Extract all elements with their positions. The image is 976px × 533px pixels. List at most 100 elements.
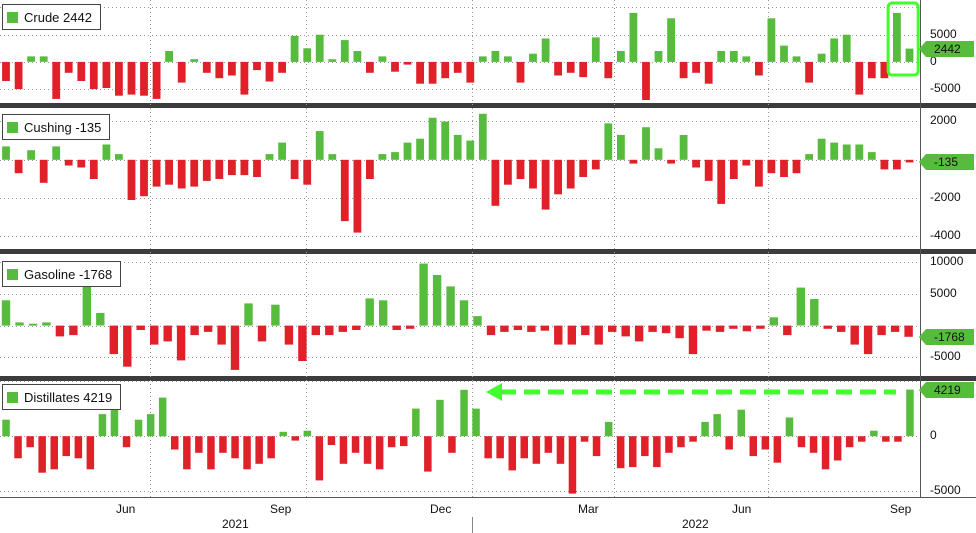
cushing-bar: [667, 159, 675, 164]
panel-cushing-label: Cushing -135: [2, 114, 111, 140]
crude-bar: [516, 61, 525, 83]
gasoline-bar: [55, 325, 65, 337]
cushing-bar: [165, 159, 173, 185]
cushing-bar: [177, 159, 186, 189]
gasoline-bar: [486, 325, 496, 336]
gasoline-bar: [325, 325, 334, 336]
cushing-bar: [315, 131, 324, 160]
cushing-bar: [428, 117, 437, 160]
cushing-bar: [102, 144, 111, 160]
crude-bar: [478, 56, 487, 62]
crude-bar: [303, 48, 312, 62]
crude-bar: [466, 61, 475, 83]
crude-bar: [604, 61, 613, 79]
cushing-bar: [566, 159, 575, 189]
gasoline-bar: [540, 325, 549, 331]
crude-bar: [842, 34, 851, 62]
distillates-bar: [592, 436, 601, 457]
cushing-bar: [391, 152, 399, 160]
cushing-bar: [441, 121, 450, 160]
gasoline-bar: [904, 325, 913, 337]
distillates-bar: [74, 436, 83, 459]
gasoline-bar: [621, 325, 630, 337]
ytick-label: 0: [930, 428, 937, 443]
x-year-label: 2022: [682, 517, 709, 531]
cushing-bar: [303, 159, 312, 185]
crude-bar: [52, 61, 61, 99]
crude-bar: [855, 61, 864, 95]
crude-bar: [554, 61, 562, 76]
crude-bar: [742, 56, 751, 62]
distillates-bar: [219, 436, 227, 453]
cushing-bar: [629, 159, 638, 164]
crude-bar: [642, 61, 650, 100]
crude-bar: [403, 61, 412, 65]
cushing-bar: [880, 159, 889, 170]
cushing-bar: [52, 146, 61, 160]
crude-bar: [340, 40, 349, 62]
gasoline-bar: [15, 322, 24, 326]
panel-separator-2: [0, 376, 976, 381]
distillates-bar: [400, 436, 408, 447]
cushing-bar: [89, 159, 98, 179]
distillates-bar: [387, 436, 396, 448]
cushing-bar: [152, 159, 161, 187]
cushing-bar: [504, 159, 512, 185]
crude-bar: [654, 51, 663, 62]
crude-bar: [177, 61, 186, 83]
cushing-bar: [353, 159, 362, 233]
crude-bar: [265, 61, 274, 82]
distillates-bar: [833, 436, 842, 461]
distillates-bar: [472, 408, 480, 437]
cushing-bar: [253, 159, 261, 177]
cushing-bar: [541, 159, 550, 210]
distillates-bar: [279, 431, 287, 437]
crude-bar: [290, 35, 299, 62]
gasoline-bar: [473, 316, 482, 326]
distillates-bar: [2, 419, 10, 437]
gasoline-value: -1768: [78, 266, 113, 282]
crude-bar: [190, 59, 199, 62]
gasoline-bar: [392, 325, 401, 330]
gasoline-bar: [783, 325, 792, 336]
crude-bar: [805, 61, 813, 83]
crude-bar: [165, 51, 173, 62]
crude-bar: [140, 61, 148, 96]
cushing-bar: [340, 159, 349, 222]
gasoline-bar: [729, 325, 738, 329]
crude-bar: [767, 18, 776, 62]
distillates-bar: [460, 389, 468, 437]
crude-bar: [39, 56, 48, 62]
distillates-bar: [520, 436, 528, 459]
gasoline-bar: [230, 325, 240, 370]
gasoline-bar: [352, 325, 361, 330]
gasoline-bar: [338, 325, 347, 332]
cushing-bar: [265, 154, 274, 160]
crude-bar: [391, 61, 399, 72]
x-year-label: 2021: [222, 517, 249, 531]
crude-bar: [893, 12, 901, 62]
cushing-bar: [453, 134, 462, 160]
gasoline-bar: [203, 325, 213, 332]
x-month-label: Dec: [430, 502, 452, 516]
crude-bar: [416, 61, 424, 84]
gasoline-bar: [863, 325, 873, 355]
cushing-swatch: [7, 121, 18, 133]
cushing-bar: [366, 159, 374, 179]
cushing-bar: [215, 159, 224, 179]
cushing-bar: [77, 159, 86, 168]
crude-bar: [541, 38, 550, 62]
gasoline-bar: [769, 317, 778, 326]
cushing-bar: [830, 142, 839, 160]
ytick-label: -5000: [930, 81, 961, 96]
cushing-bar: [591, 159, 600, 170]
distillates-bar: [749, 436, 757, 457]
crude-bar: [152, 61, 161, 99]
crude-bar: [353, 51, 362, 62]
cushing-bar: [717, 159, 726, 204]
distillates-bar: [86, 436, 95, 470]
distillates-bar: [532, 436, 541, 464]
crude-bar: [14, 61, 23, 90]
distillates-bar: [761, 436, 770, 450]
crude-bar: [378, 56, 387, 62]
